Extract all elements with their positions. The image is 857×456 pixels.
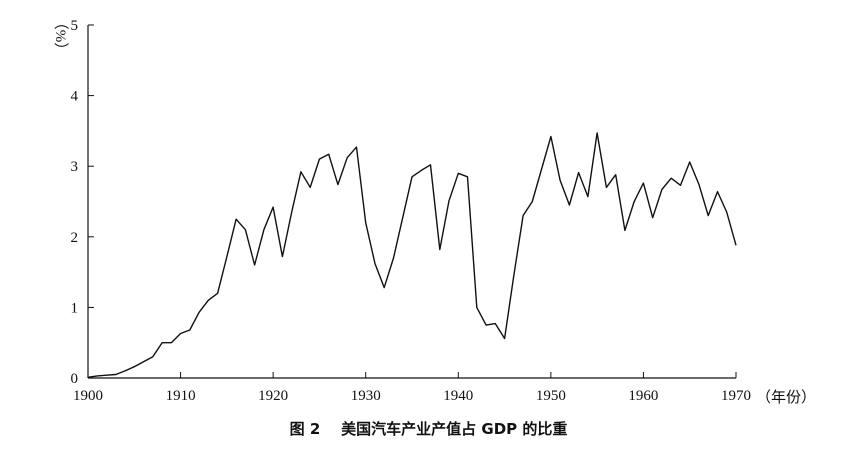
y-axis-label: （%） — [52, 15, 69, 58]
x-axis-label: （年份） — [756, 389, 816, 406]
x-tick-label: 1910 — [166, 388, 196, 404]
x-tick-label: 1950 — [536, 388, 566, 404]
y-tick-label: 0 — [71, 371, 79, 387]
y-tick-label: 3 — [71, 159, 79, 175]
series-line — [87, 132, 737, 378]
y-tick-label: 2 — [71, 230, 79, 246]
x-tick-label: 1920 — [258, 388, 288, 404]
y-axis-ticks: 0 1 2 3 4 5 — [71, 18, 94, 387]
x-tick-label: 1900 — [73, 388, 103, 404]
figure-caption: 图 2 美国汽车产业产值占 GDP 的比重 — [0, 418, 857, 439]
plot-area — [87, 132, 737, 378]
y-tick-label: 1 — [71, 300, 79, 316]
figure-title: 美国汽车产业产值占 GDP 的比重 — [341, 420, 568, 438]
x-tick-label: 1960 — [628, 388, 658, 404]
x-tick-label: 1970 — [721, 388, 751, 404]
figure-number: 图 2 — [289, 420, 321, 438]
x-axis-ticks: 1900 1910 1920 1930 1940 1950 1960 1970 — [73, 372, 751, 404]
x-tick-label: 1930 — [351, 388, 381, 404]
y-tick-label: 5 — [71, 18, 79, 34]
x-tick-label: 1940 — [443, 388, 473, 404]
y-tick-label: 4 — [71, 89, 79, 105]
